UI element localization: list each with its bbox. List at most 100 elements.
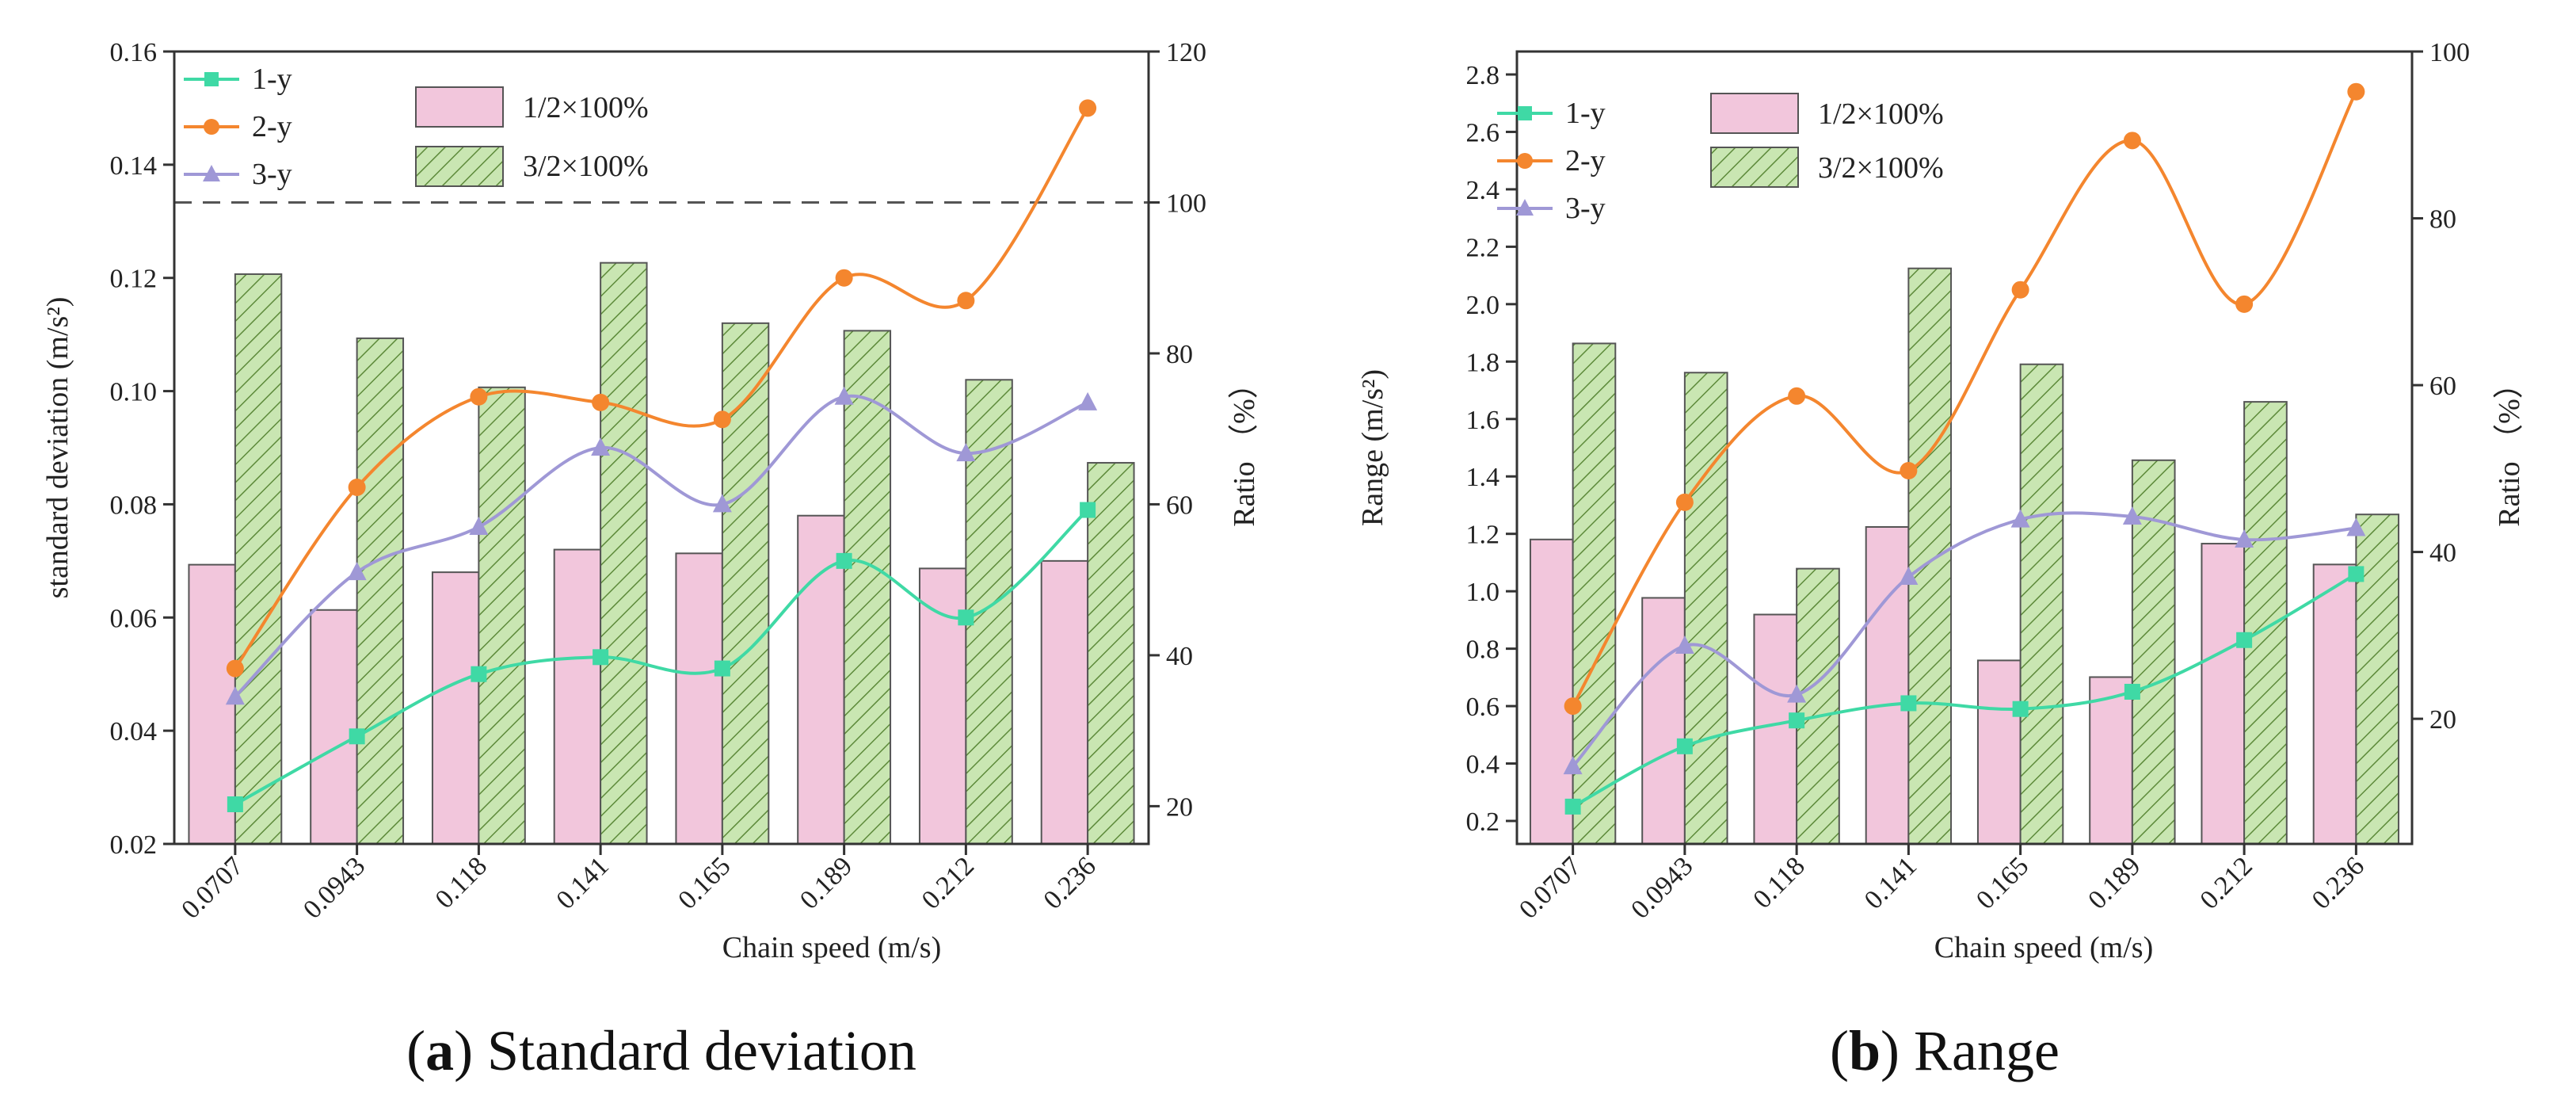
x-axis-title: Chain speed (m/s)	[1934, 931, 2154, 964]
point-2-y	[2347, 82, 2365, 101]
legend-label-1-y: 1-y	[252, 63, 292, 96]
bar-ratio-three-half	[843, 330, 892, 845]
legend-label-1-y: 1-y	[1565, 97, 1606, 130]
x-tick-label: 0.212	[916, 851, 980, 914]
bar-ratio-three-half	[234, 273, 283, 845]
y-tick-label: 0.08	[110, 491, 158, 520]
legend-label-ratio-three-half: 3/2×100%	[523, 150, 649, 183]
point-2-y	[1675, 493, 1694, 511]
legend-marker-triangle	[203, 165, 220, 181]
y2-tick-label: 100	[1166, 189, 1206, 218]
x-tick-label: 0.0943	[1625, 851, 1698, 924]
y-tick-label: 2.6	[1466, 118, 1500, 147]
x-axis-title: Chain speed (m/s)	[722, 931, 942, 964]
y-tick-label: 0.6	[1466, 693, 1500, 722]
legend: 1-y 2-y 3-y 1/2×100% 3/2×100%	[1497, 93, 1944, 225]
point-1-y	[2012, 700, 2029, 717]
bar-ratio-half	[1976, 659, 2022, 846]
point-3-y	[2122, 506, 2142, 525]
y-tick-label: 1.0	[1466, 578, 1500, 607]
point-1-y	[714, 660, 730, 677]
point-1-y	[1789, 712, 1805, 729]
bar-ratio-half	[797, 514, 845, 845]
y2-axis-title: Ratio （%）	[1228, 368, 1261, 526]
point-3-y	[1899, 567, 1919, 586]
point-3-y	[1563, 756, 1583, 775]
point-1-y	[2124, 683, 2140, 700]
point-1-y	[2236, 632, 2253, 648]
bar-ratio-three-half	[1683, 372, 1728, 845]
point-3-y	[225, 686, 245, 705]
y-tick-label: 0.12	[110, 265, 158, 294]
caption-text: Range	[1900, 1019, 2060, 1082]
point-1-y	[1080, 502, 1096, 518]
legend-marker-square	[1518, 106, 1532, 120]
point-2-y	[835, 269, 853, 287]
bar-ratio-half	[310, 609, 358, 845]
x-tick-label: 0.118	[1747, 851, 1810, 914]
y-tick-label: 1.8	[1466, 348, 1500, 377]
y2-tick-label: 40	[2429, 539, 2456, 568]
legend-swatch-ratio-three-half	[1710, 147, 1799, 188]
x-tick-label: 0.165	[673, 851, 736, 914]
series-line-1-y	[1572, 572, 2357, 808]
legend-marker-triangle	[1516, 199, 1534, 216]
legend-swatch-ratio-three-half	[415, 146, 504, 187]
panel-caption: (b) Range	[1830, 1019, 2060, 1082]
y2-tick-label: 40	[1166, 642, 1193, 671]
x-tick-label: 0.141	[551, 851, 615, 914]
point-1-y	[958, 609, 974, 626]
point-2-y	[470, 387, 488, 406]
point-1-y	[1564, 798, 1581, 815]
bar-ratio-half	[2201, 543, 2246, 845]
series-line-3-y	[234, 394, 1088, 698]
y-tick-label: 0.8	[1466, 636, 1500, 665]
y2-axis-title: Ratio （%）	[2493, 368, 2526, 526]
legend-swatch-ratio-half	[415, 86, 504, 128]
y-tick-label: 0.02	[110, 830, 158, 860]
legend-marker-square	[204, 72, 219, 86]
point-2-y	[713, 410, 731, 429]
x-tick-label: 0.165	[1971, 851, 2034, 914]
y-tick-label: 2.2	[1466, 233, 1500, 262]
point-3-y	[2010, 509, 2030, 528]
y-axis-title: Range (m/s²)	[1356, 369, 1389, 526]
x-tick-label: 0.0707	[1514, 851, 1587, 924]
caption-text: Standard deviation	[473, 1019, 916, 1082]
bar-ratio-half	[1040, 559, 1089, 845]
legend-label-ratio-half: 1/2×100%	[523, 91, 649, 124]
caption-letter: b	[1849, 1019, 1881, 1082]
y-tick-label: 0.10	[110, 378, 158, 407]
point-2-y	[2011, 281, 2029, 299]
plot-area	[174, 99, 1149, 846]
legend-label-ratio-half: 1/2×100%	[1818, 97, 1944, 131]
legend-marker-circle	[1517, 153, 1533, 169]
y2-tick-label: 60	[1166, 491, 1193, 520]
bar-ratio-three-half	[356, 337, 405, 845]
point-3-y	[591, 437, 611, 456]
x-tick-label: 0.118	[430, 851, 493, 914]
y-tick-label: 0.04	[110, 717, 158, 746]
point-2-y	[957, 292, 975, 310]
bar-ratio-half	[1753, 613, 1798, 845]
y2-tick-label: 100	[2429, 38, 2470, 67]
y-tick-label: 0.14	[110, 151, 158, 181]
point-2-y	[1079, 99, 1097, 117]
plot-area	[1529, 82, 2400, 846]
x-tick-label: 0.0707	[176, 851, 249, 924]
y2-tick-label: 20	[1166, 792, 1193, 822]
y-tick-label: 0.4	[1466, 750, 1500, 780]
bar-ratio-half	[1529, 538, 1574, 846]
y-axis-title: standard deviation (m/s²)	[41, 297, 74, 599]
point-1-y	[836, 552, 852, 569]
panel-b: Chain speed (m/s) Range (m/s²) Ratio （%）…	[1356, 38, 2526, 1082]
point-1-y	[1900, 695, 1917, 712]
y2-tick-label: 20	[2429, 705, 2456, 735]
bar-ratio-half	[1641, 597, 1686, 845]
y-tick-label: 2.8	[1466, 61, 1500, 90]
point-3-y	[712, 494, 732, 513]
y2-tick-label: 80	[2429, 205, 2456, 235]
bar-ratio-three-half	[1907, 267, 1953, 845]
point-2-y	[1564, 697, 1582, 716]
y-tick-label: 2.4	[1466, 176, 1500, 205]
